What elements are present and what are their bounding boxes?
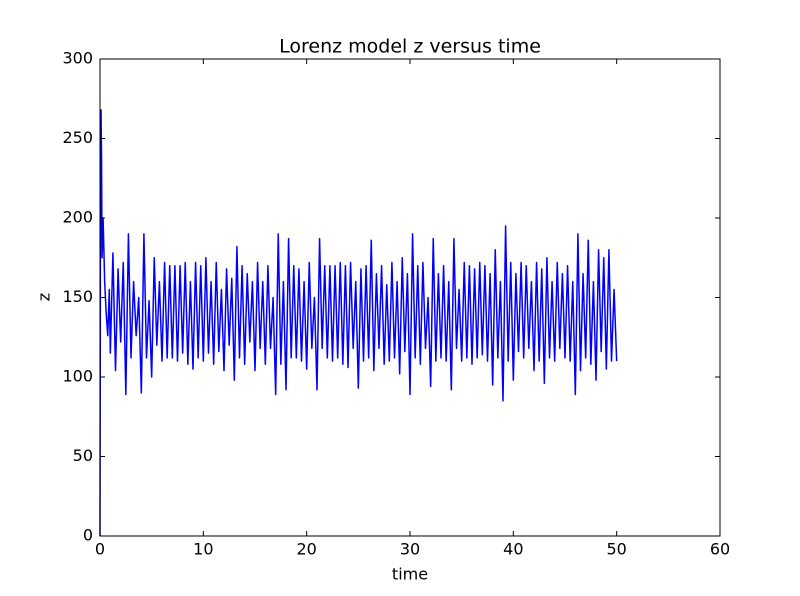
y-tick-label: 300 — [62, 49, 93, 68]
x-tick-label: 60 — [710, 540, 730, 559]
x-tick-label: 30 — [400, 540, 420, 559]
y-axis-label: z — [35, 293, 54, 301]
x-tick-label: 20 — [296, 540, 316, 559]
chart-title: Lorenz model z versus time — [279, 36, 541, 58]
y-tick-label: 250 — [62, 128, 93, 147]
x-axis-label: time — [392, 565, 428, 584]
y-tick-label: 150 — [62, 287, 93, 306]
x-tick-label: 0 — [95, 540, 105, 559]
y-tick-label: 50 — [73, 446, 93, 465]
x-tick-label: 10 — [193, 540, 213, 559]
y-tick-label: 100 — [62, 367, 93, 386]
x-tick-label: 50 — [606, 540, 626, 559]
y-tick-label: 200 — [62, 208, 93, 227]
x-tick-label: 40 — [503, 540, 523, 559]
data-line — [99, 109, 618, 537]
y-tick-label: 0 — [83, 526, 93, 545]
